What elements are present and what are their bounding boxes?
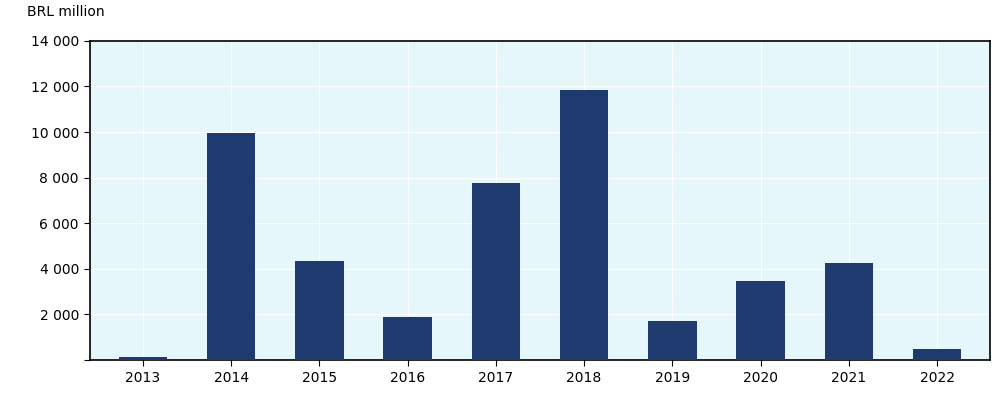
Bar: [825, 263, 873, 360]
Bar: [119, 357, 167, 360]
Bar: [207, 133, 255, 360]
Bar: [913, 348, 961, 360]
Bar: [472, 183, 520, 360]
Bar: [560, 90, 608, 360]
Bar: [295, 261, 344, 360]
Bar: [383, 317, 432, 360]
Text: BRL million: BRL million: [27, 4, 105, 18]
Bar: [648, 321, 697, 360]
Bar: [736, 281, 785, 360]
